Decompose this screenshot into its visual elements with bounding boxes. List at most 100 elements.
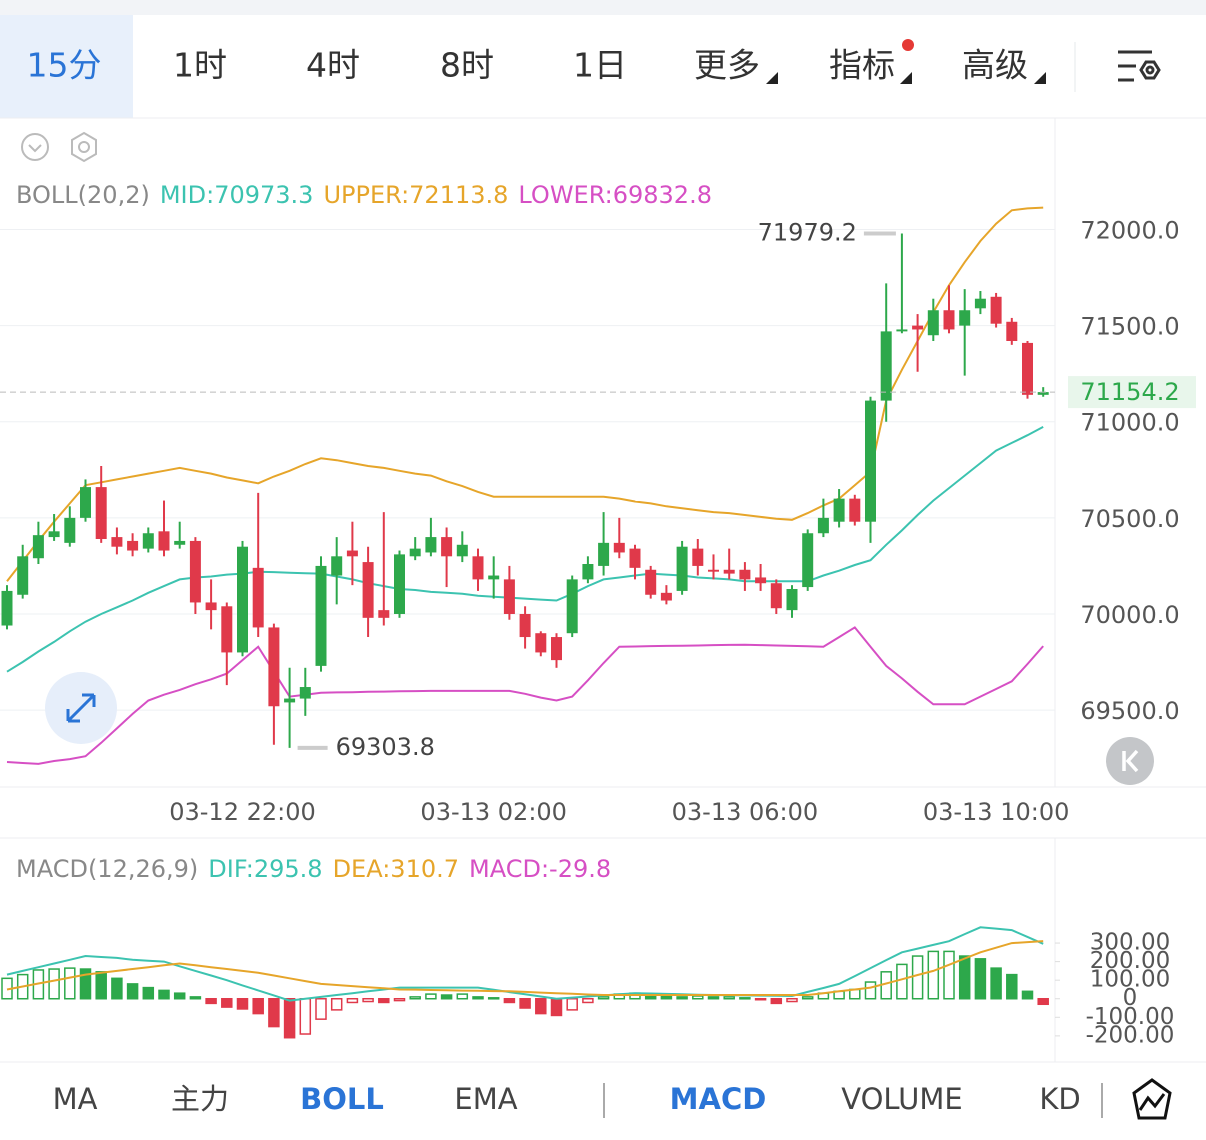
- macd-bar: [472, 996, 484, 1000]
- y-tick-label: 70500.0: [1080, 505, 1179, 533]
- candle-body: [990, 296, 1002, 324]
- candle-body: [896, 329, 908, 332]
- macd-bar: [676, 996, 688, 1000]
- dropdown-arrows: [766, 72, 1046, 84]
- macd-bar: [597, 996, 610, 1000]
- candle-body: [566, 579, 578, 634]
- candle-body: [660, 592, 672, 601]
- macd-bar: [503, 997, 516, 1004]
- candle-body: [142, 533, 154, 549]
- macd-bar: [330, 997, 343, 1011]
- indicator-tab[interactable]: BOLL: [300, 1082, 384, 1116]
- candle-body: [299, 687, 311, 699]
- macd-bar: [48, 968, 60, 1000]
- candle-body: [284, 698, 296, 703]
- macd-bar: [173, 992, 186, 1000]
- candle-body: [629, 548, 641, 568]
- candle-body: [409, 548, 421, 557]
- legend-entry: DIF:295.8: [208, 855, 322, 883]
- macd-bar: [158, 989, 170, 1000]
- candle-body: [739, 569, 751, 580]
- tab[interactable]: 1时: [173, 46, 227, 85]
- candle-body: [488, 575, 500, 580]
- indicator-tab[interactable]: MACD: [670, 1082, 767, 1116]
- tab[interactable]: 8时: [440, 46, 494, 85]
- candle-body: [252, 567, 264, 628]
- candle-body: [817, 517, 829, 534]
- tab[interactable]: 1日: [573, 46, 627, 85]
- settings-hex[interactable]: [71, 131, 97, 163]
- indicator-tab[interactable]: MA: [53, 1082, 98, 1116]
- draw-icon[interactable]: [1132, 1078, 1172, 1120]
- tab[interactable]: 4时: [306, 46, 360, 85]
- macd-bar: [927, 950, 940, 1000]
- y-tick-label: 72000.0: [1080, 217, 1179, 245]
- candle-body: [456, 544, 468, 557]
- candle-body: [708, 569, 719, 572]
- candle-body: [1, 590, 13, 626]
- macd-bar: [582, 997, 594, 1004]
- legend-entry: DEA:310.7: [333, 855, 459, 883]
- macd-chart: MACD(12,26,9) DIF:295.8 DEA:310.7 MACD:-29.…: [1, 855, 1174, 1048]
- candle-body: [441, 537, 453, 557]
- tab[interactable]: 指标: [829, 46, 895, 85]
- candle-body: [535, 633, 547, 653]
- macd-bar: [864, 981, 877, 1000]
- candle-body: [833, 498, 845, 522]
- candle-body: [331, 556, 343, 576]
- candle-body: [1022, 342, 1033, 395]
- candle-body: [551, 637, 562, 661]
- candle-body: [158, 531, 170, 551]
- candle-body: [425, 537, 437, 553]
- candle-body: [362, 562, 374, 618]
- candle-body: [865, 400, 876, 522]
- legend-entry: MACD(12,26,9): [16, 855, 198, 883]
- macd-bar: [990, 967, 1002, 1000]
- collapse-icon[interactable]: [21, 133, 49, 161]
- tab[interactable]: 高级: [962, 46, 1028, 85]
- macd-bar: [64, 967, 76, 1000]
- macd-bar: [346, 997, 359, 1004]
- indicator-tab[interactable]: VOLUME: [841, 1082, 962, 1116]
- candle-body: [880, 331, 892, 401]
- legend-entry: MID:70973.3: [160, 181, 314, 209]
- y-tick-label: 0: [1123, 985, 1138, 1011]
- candle-body: [503, 579, 515, 614]
- indicator-line: [6, 940, 1044, 996]
- indicator-tab[interactable]: KD: [1039, 1082, 1080, 1116]
- y-tick-label: 300.00: [1090, 930, 1170, 956]
- indicator-tab[interactable]: EMA: [454, 1082, 517, 1116]
- tab[interactable]: 15分: [27, 46, 102, 85]
- macd-bar: [786, 997, 798, 1003]
- candle-body: [912, 325, 924, 330]
- candle-body: [205, 602, 217, 611]
- settings-icon[interactable]: [1118, 50, 1161, 82]
- candle-body: [645, 569, 657, 595]
- macd-bar: [723, 996, 735, 1000]
- badge-dot: [902, 39, 914, 51]
- candle-body: [613, 542, 625, 553]
- candle-body: [111, 537, 123, 547]
- macd-bar: [739, 997, 751, 1000]
- back-icon: [1122, 749, 1139, 773]
- macd-bar: [1021, 990, 1034, 1000]
- tab[interactable]: 更多: [694, 46, 760, 85]
- collapse-chevron: [28, 144, 42, 153]
- candle-body: [802, 533, 814, 588]
- x-tick-label: 03-12 22:00: [169, 798, 316, 826]
- legend: BOLL(20,2) MID:70973.3 UPPER:72113.8 LOWER:…: [16, 181, 712, 209]
- candle-body: [786, 588, 798, 611]
- macd-bar: [236, 997, 249, 1010]
- macd-bar: [519, 997, 531, 1009]
- macd-bar: [283, 997, 296, 1039]
- legend-entry: BOLL(20,2): [16, 181, 150, 209]
- macd-bar: [911, 955, 924, 1000]
- macd-bar: [425, 993, 437, 1000]
- candle-body: [1006, 321, 1018, 341]
- macd-bar: [754, 997, 767, 1001]
- y-tick-label: 71000.0: [1080, 409, 1179, 437]
- indicator-tab[interactable]: 主力: [171, 1082, 229, 1116]
- indicator-line: [6, 926, 1044, 1002]
- candle-body: [974, 298, 986, 309]
